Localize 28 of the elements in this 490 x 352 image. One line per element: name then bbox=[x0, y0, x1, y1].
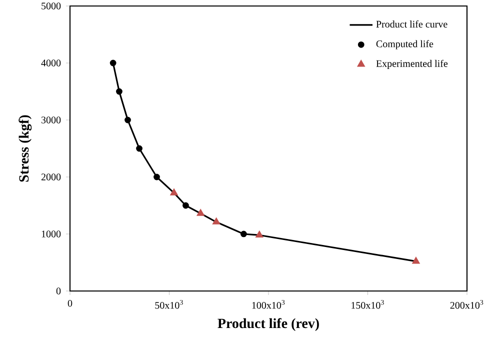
point bbox=[110, 60, 116, 66]
point bbox=[256, 230, 264, 238]
y-tick-label: 0 bbox=[56, 288, 61, 294]
point bbox=[212, 218, 220, 224]
x-axis-title: Product life (rev) bbox=[218, 318, 319, 331]
point bbox=[154, 174, 160, 180]
x-tick-label: 50x10$^{3}$ bbox=[155, 300, 183, 309]
legend-label: Product life curve bbox=[376, 20, 448, 28]
legend-label: Experimented life bbox=[376, 60, 448, 69]
point bbox=[136, 145, 142, 152]
y-tick-label: 4000 bbox=[41, 60, 61, 66]
x-tick-label: 200x10$^{3}$ bbox=[450, 300, 484, 309]
x-tick-label: 0 bbox=[68, 300, 72, 307]
point bbox=[240, 230, 247, 238]
x-tick-label: 100x10$^{3}$ bbox=[252, 300, 285, 309]
point bbox=[196, 209, 204, 216]
y-tick-label: 5000 bbox=[42, 2, 61, 10]
point bbox=[116, 88, 122, 95]
point bbox=[182, 202, 189, 209]
point bbox=[170, 188, 178, 196]
y-tick-label: 2000 bbox=[41, 174, 61, 180]
y-axis-title: Stress (kgf) bbox=[18, 115, 32, 182]
legend-label: Computed life bbox=[376, 40, 434, 50]
y-tick-label: 3000 bbox=[42, 116, 61, 124]
x-tick-label: 150x10$^{3}$ bbox=[352, 300, 384, 309]
y-tick-label: 1000 bbox=[42, 230, 61, 238]
point bbox=[124, 116, 131, 124]
point bbox=[412, 257, 420, 264]
